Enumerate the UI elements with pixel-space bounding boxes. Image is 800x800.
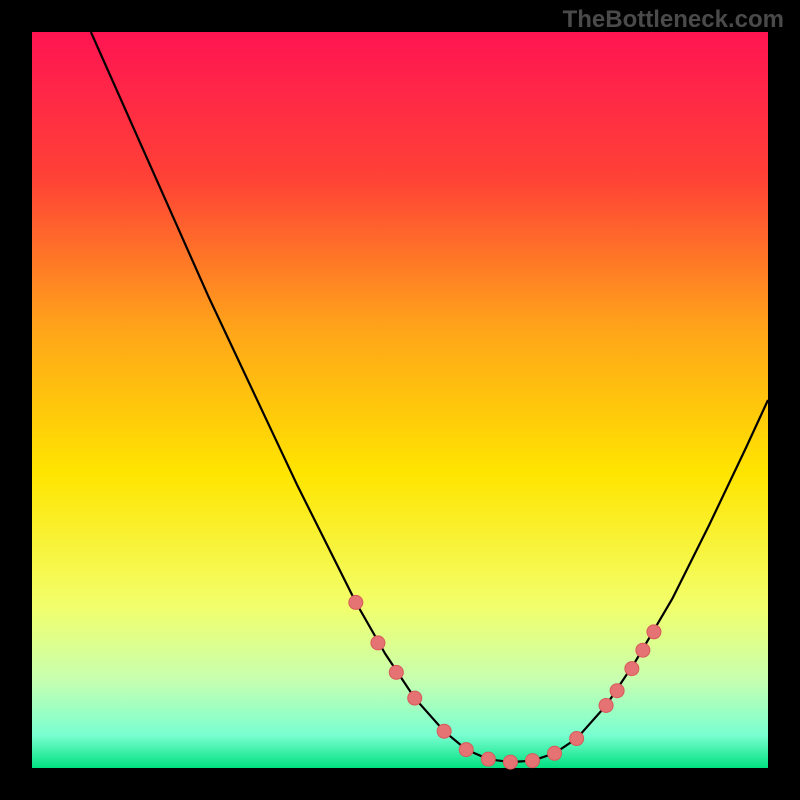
curve-marker: [349, 595, 363, 609]
curve-marker: [548, 746, 562, 760]
curve-marker: [459, 743, 473, 757]
curve-marker: [610, 684, 624, 698]
watermark-text: TheBottleneck.com: [563, 6, 784, 34]
curve-marker: [525, 754, 539, 768]
marker-group: [349, 595, 661, 769]
curve-marker: [437, 724, 451, 738]
curve-marker: [389, 665, 403, 679]
curve-marker: [570, 732, 584, 746]
stage: TheBottleneck.com: [0, 0, 800, 800]
curve-marker: [636, 643, 650, 657]
curve-marker: [599, 698, 613, 712]
curve-marker: [371, 636, 385, 650]
plot-area: [32, 32, 768, 768]
curve-marker: [408, 691, 422, 705]
curve-marker: [481, 752, 495, 766]
curve-marker: [647, 625, 661, 639]
curve-svg: [32, 32, 768, 768]
curve-marker: [625, 662, 639, 676]
bottleneck-curve: [91, 32, 768, 762]
curve-marker: [503, 755, 517, 769]
